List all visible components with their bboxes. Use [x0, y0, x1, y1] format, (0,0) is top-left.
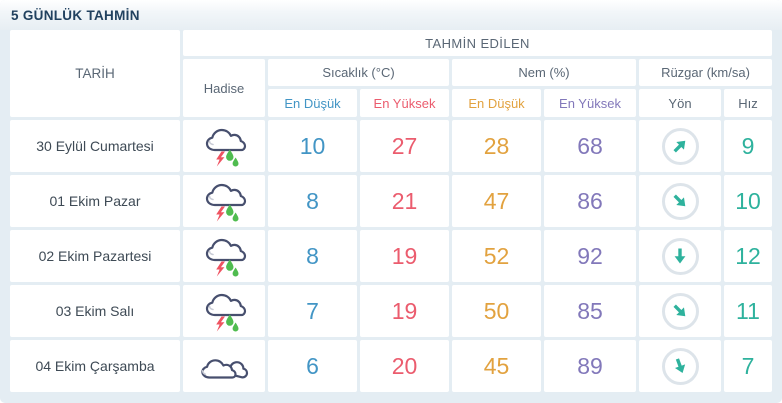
forecast-date: 01 Ekim Pazar — [10, 175, 180, 227]
wind-direction-icon — [661, 237, 699, 275]
temp-min-value: 6 — [268, 340, 357, 392]
temp-min-value: 8 — [268, 230, 357, 282]
wind-arrow-icon — [670, 355, 690, 377]
condition-cell — [183, 340, 265, 392]
wind-direction-icon — [661, 182, 699, 220]
column-header-hum-min: En Düşük — [452, 89, 541, 117]
condition-cell — [183, 120, 265, 172]
temp-max-value: 19 — [360, 285, 449, 337]
temp-max-value: 20 — [360, 340, 449, 392]
hum-max-value: 89 — [544, 340, 636, 392]
forecast-date: 30 Eylül Cumartesi — [10, 120, 180, 172]
temp-min-value: 8 — [268, 175, 357, 227]
forecast-date: 02 Ekim Pazartesi — [10, 230, 180, 282]
column-header-temp-max: En Yüksek — [360, 89, 449, 117]
forecast-table: TARİH TAHMİN EDİLEN Hadise Sıcaklık (°C)… — [10, 30, 772, 392]
hum-min-value: 45 — [452, 340, 541, 392]
forecast-date: 03 Ekim Salı — [10, 285, 180, 337]
hum-min-value: 50 — [452, 285, 541, 337]
temp-min-value: 7 — [268, 285, 357, 337]
wind-arrow-icon — [669, 300, 691, 322]
hum-min-value: 28 — [452, 120, 541, 172]
temp-max-value: 27 — [360, 120, 449, 172]
hum-max-value: 92 — [544, 230, 636, 282]
thunderstorm-rain-icon — [205, 128, 246, 168]
hum-max-value: 68 — [544, 120, 636, 172]
wind-speed-value: 9 — [724, 120, 772, 172]
column-header-condition: Hadise — [183, 59, 265, 117]
wind-direction-icon — [661, 127, 699, 165]
wind-direction-cell — [639, 175, 721, 227]
widget-title: 5 GÜNLÜK TAHMİN — [11, 7, 140, 23]
column-header-date: TARİH — [10, 30, 180, 117]
forecast-date: 04 Ekim Çarşamba — [10, 340, 180, 392]
column-header-wind-speed: Hız — [724, 89, 772, 117]
wind-speed-value: 10 — [724, 175, 772, 227]
cloudy-icon — [201, 358, 249, 379]
column-header-predicted: TAHMİN EDİLEN — [183, 30, 772, 56]
wind-arrow-icon — [669, 190, 691, 212]
temp-max-value: 19 — [360, 230, 449, 282]
condition-cell — [183, 230, 265, 282]
wind-speed-value: 11 — [724, 285, 772, 337]
thunderstorm-rain-icon — [205, 238, 246, 278]
column-header-temperature: Sıcaklık (°C) — [268, 59, 449, 86]
temp-max-value: 21 — [360, 175, 449, 227]
wind-direction-cell — [639, 285, 721, 337]
column-header-hum-max: En Yüksek — [544, 89, 636, 117]
condition-cell — [183, 175, 265, 227]
column-header-wind-dir: Yön — [639, 89, 721, 117]
hum-min-value: 52 — [452, 230, 541, 282]
column-header-temp-min: En Düşük — [268, 89, 357, 117]
wind-direction-cell — [639, 230, 721, 282]
wind-direction-icon — [661, 347, 699, 385]
wind-direction-cell — [639, 120, 721, 172]
wind-speed-value: 12 — [724, 230, 772, 282]
wind-direction-icon — [661, 292, 699, 330]
hum-max-value: 85 — [544, 285, 636, 337]
condition-cell — [183, 285, 265, 337]
thunderstorm-rain-icon — [205, 293, 246, 333]
wind-direction-cell — [639, 340, 721, 392]
temp-min-value: 10 — [268, 120, 357, 172]
wind-speed-value: 7 — [724, 340, 772, 392]
widget-titlebar: 5 GÜNLÜK TAHMİN — [0, 0, 782, 30]
thunderstorm-rain-icon — [205, 183, 246, 223]
column-header-wind: Rüzgar (km/sa) — [639, 59, 772, 86]
hum-min-value: 47 — [452, 175, 541, 227]
hum-max-value: 86 — [544, 175, 636, 227]
wind-arrow-icon — [672, 246, 688, 266]
column-header-humidity: Nem (%) — [452, 59, 636, 86]
wind-arrow-icon — [669, 135, 691, 157]
